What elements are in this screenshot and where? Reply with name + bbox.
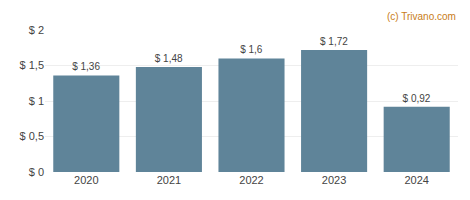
- svg-text:2024: 2024: [404, 174, 428, 186]
- svg-text:$ 1,72: $ 1,72: [320, 36, 348, 47]
- svg-text:$ 1: $ 1: [29, 95, 44, 107]
- svg-text:$ 0: $ 0: [29, 166, 44, 178]
- svg-text:$ 1,48: $ 1,48: [155, 53, 183, 64]
- svg-text:$ 1,5: $ 1,5: [20, 59, 44, 71]
- svg-text:2020: 2020: [74, 174, 98, 186]
- svg-text:2022: 2022: [239, 174, 263, 186]
- svg-text:$ 1,6: $ 1,6: [240, 44, 263, 55]
- svg-text:2021: 2021: [157, 174, 181, 186]
- svg-text:$ 0,92: $ 0,92: [403, 93, 431, 104]
- svg-text:(c) Trivano.com: (c) Trivano.com: [387, 11, 456, 22]
- svg-text:$ 2: $ 2: [29, 24, 44, 36]
- svg-text:$ 1,36: $ 1,36: [72, 61, 100, 72]
- svg-text:2023: 2023: [322, 174, 346, 186]
- svg-text:$ 0,5: $ 0,5: [20, 130, 44, 142]
